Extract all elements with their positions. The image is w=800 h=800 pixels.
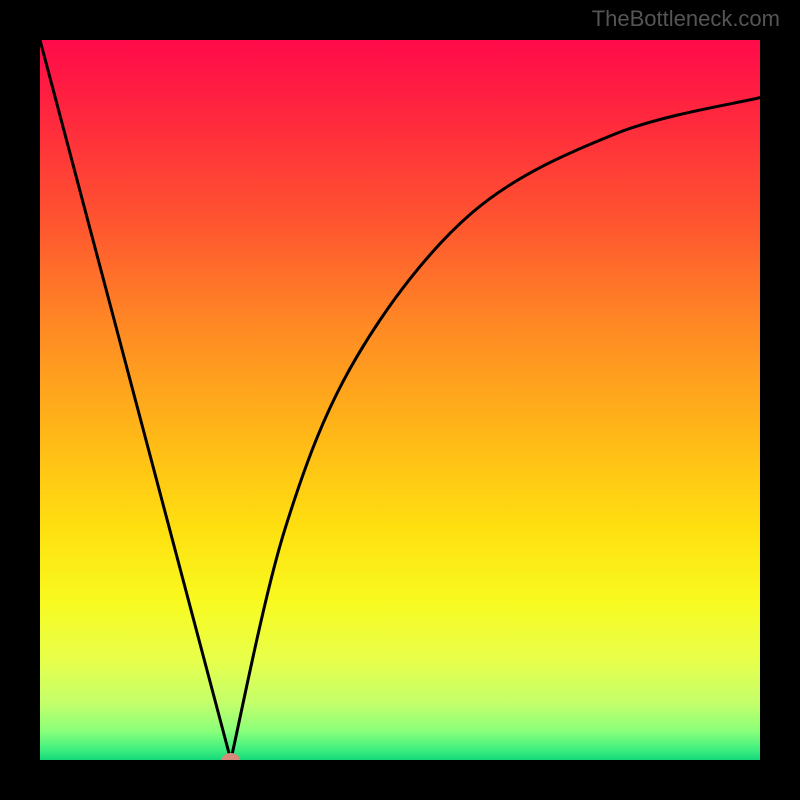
bottleneck-curve (40, 40, 760, 760)
minimum-marker (222, 753, 240, 760)
plot-area (40, 40, 760, 760)
curve-path (40, 40, 760, 760)
watermark-text: TheBottleneck.com (592, 6, 780, 32)
